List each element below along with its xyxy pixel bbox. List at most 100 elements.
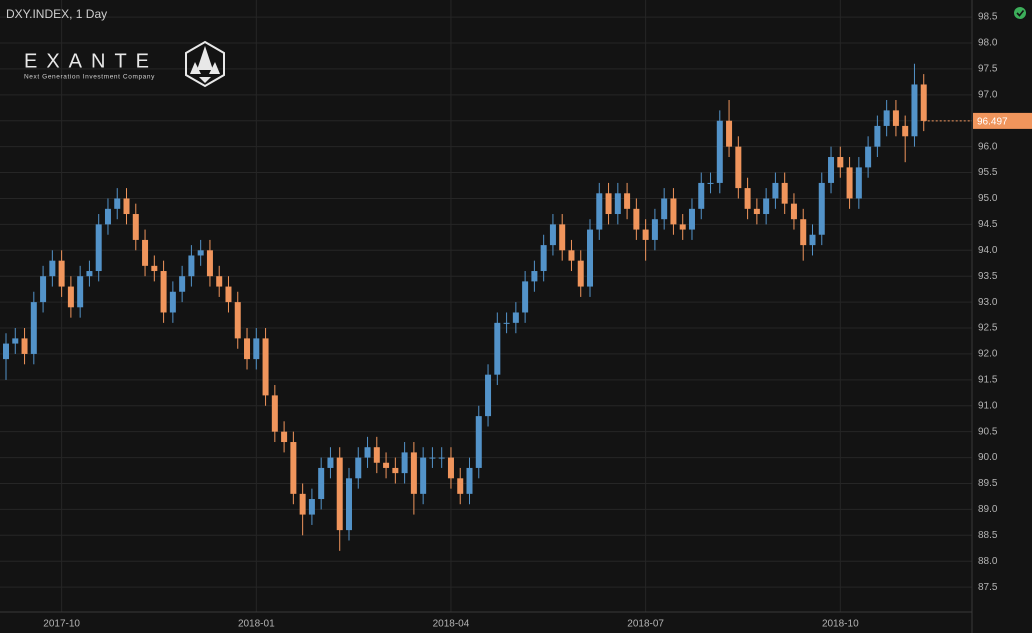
candle-body xyxy=(596,193,603,230)
candles xyxy=(3,63,927,551)
candle-body xyxy=(661,198,668,220)
candle-body xyxy=(21,338,28,354)
candle-body xyxy=(772,182,779,199)
candle-body xyxy=(735,146,742,189)
candle-body xyxy=(355,457,362,479)
status-icon[interactable] xyxy=(1014,7,1026,19)
candle-body xyxy=(531,271,538,282)
y-tick-label: 92.5 xyxy=(978,323,998,334)
y-tick-label: 88.5 xyxy=(978,530,998,541)
candle-body xyxy=(818,182,825,235)
candle-body xyxy=(911,84,918,137)
candle-body xyxy=(485,374,492,417)
candle-body xyxy=(281,431,288,443)
x-tick-label: 2017-10 xyxy=(43,619,80,630)
candle-body xyxy=(577,260,584,287)
candle-body xyxy=(142,239,149,266)
candle-body xyxy=(716,120,723,183)
y-tick-label: 93.5 xyxy=(978,271,998,282)
candle-body xyxy=(290,442,297,494)
candle-body xyxy=(392,467,399,474)
candle-body xyxy=(698,182,705,209)
candle-body xyxy=(216,276,223,287)
y-tick-label: 91.5 xyxy=(978,374,998,385)
y-tick-label: 95.0 xyxy=(978,193,998,204)
candle-body xyxy=(540,245,547,272)
candle-body xyxy=(512,312,519,323)
candle-body xyxy=(790,203,797,220)
y-tick-label: 96.0 xyxy=(978,141,998,152)
candle-body xyxy=(475,416,482,468)
logo-name: EXANTE xyxy=(24,50,158,72)
candle-body xyxy=(522,281,529,313)
candle-body xyxy=(614,193,621,215)
candle-body xyxy=(633,208,640,230)
y-tick-label: 94.0 xyxy=(978,245,998,256)
candle-body xyxy=(253,338,260,360)
y-tick-label: 95.5 xyxy=(978,167,998,178)
candle-body xyxy=(169,291,176,313)
candle-body xyxy=(466,467,473,494)
candle-body xyxy=(30,302,37,354)
candle-body xyxy=(744,188,751,209)
candle-body xyxy=(364,447,371,458)
candle-body xyxy=(837,157,844,168)
candle-body xyxy=(271,395,278,432)
candle-body xyxy=(892,110,899,126)
candle-body xyxy=(549,224,556,246)
candle-body xyxy=(383,462,390,468)
candle-body xyxy=(160,271,167,313)
last-price-box xyxy=(973,112,1032,129)
candle-body xyxy=(781,182,788,204)
candle-body xyxy=(855,167,862,199)
y-tick-label: 89.5 xyxy=(978,478,998,489)
y-tick-label: 91.0 xyxy=(978,400,998,411)
candle-body xyxy=(336,457,343,531)
candle-body xyxy=(828,157,835,183)
candle-body xyxy=(40,276,47,303)
candle-body xyxy=(753,208,760,215)
y-tick-label: 90.0 xyxy=(978,452,998,463)
candle-body xyxy=(809,234,816,246)
candle-body xyxy=(420,457,427,494)
candle-body xyxy=(707,182,714,184)
candle-body xyxy=(67,286,74,308)
candle-body xyxy=(438,457,445,459)
candle-body xyxy=(188,255,195,277)
candle-body xyxy=(206,250,213,277)
logo-tagline: Next Generation Investment Company xyxy=(24,74,155,81)
candle-body xyxy=(679,224,686,230)
candle-body xyxy=(902,125,909,137)
x-tick-label: 2018-01 xyxy=(238,619,275,630)
y-tick-label: 98.5 xyxy=(978,12,998,23)
candle-body xyxy=(401,452,408,474)
x-tick-label: 2018-10 xyxy=(822,619,859,630)
candle-body xyxy=(568,250,575,261)
candle-body xyxy=(559,224,566,251)
candle-body xyxy=(3,343,9,360)
candle-body xyxy=(132,214,139,240)
candle-body xyxy=(86,271,93,277)
candle-body xyxy=(624,193,631,209)
candle-body xyxy=(763,198,770,215)
candle-body xyxy=(345,478,352,531)
y-tick-label: 97.5 xyxy=(978,64,998,75)
candle-body xyxy=(299,493,306,515)
grid xyxy=(0,0,972,612)
candle-body xyxy=(77,276,84,308)
candle-body xyxy=(262,338,269,396)
candle-body xyxy=(104,208,111,225)
candle-body xyxy=(429,457,436,459)
candle-body xyxy=(123,198,130,215)
candle-body xyxy=(865,146,872,168)
candle-body xyxy=(179,276,186,292)
candle-body xyxy=(605,193,612,215)
y-tick-label: 90.5 xyxy=(978,426,998,437)
candle-body xyxy=(688,208,695,230)
candle-body xyxy=(410,452,417,494)
candle-body xyxy=(920,84,927,121)
candle-body xyxy=(225,286,232,303)
candle-body xyxy=(447,457,454,479)
